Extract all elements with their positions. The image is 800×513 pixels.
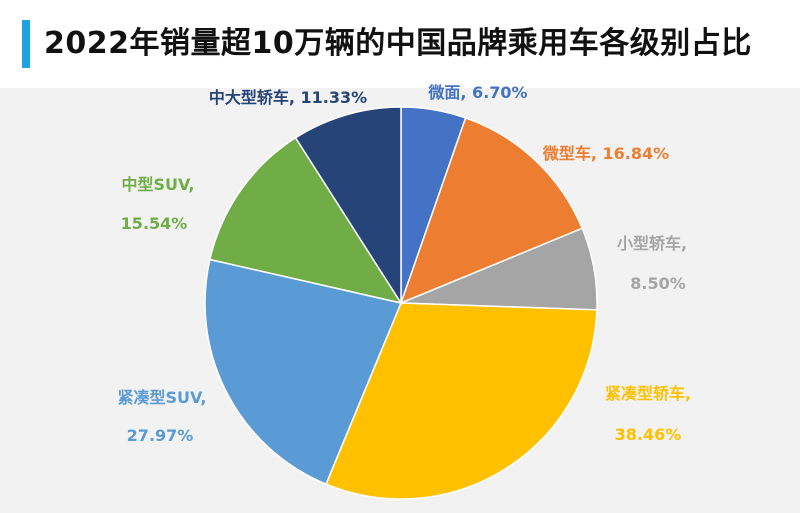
slice-label-name-6: 中型SUV,: [122, 175, 195, 194]
slice-label-value-4: 38.46%: [615, 425, 682, 444]
slice-label-1: 微面, 6.70%: [427, 83, 527, 102]
pie-slice-7: [294, 106, 402, 306]
slice-label-name-5: 紧凑型SUV,: [118, 388, 207, 407]
slice-label-name-4: 紧凑型轿车,: [605, 384, 691, 403]
slice-label-name-3: 小型轿车,: [617, 234, 687, 253]
chart-title: 2022年销量超10万辆的中国品牌乘用车各级别占比: [44, 26, 752, 61]
title-accent-bar: [22, 20, 30, 68]
pie-slice-6: [208, 136, 403, 305]
slice-label-7: 中大型轿车, 11.33%: [209, 88, 367, 107]
slice-label-value-5: 27.97%: [127, 426, 194, 445]
pie-slice-5: [204, 258, 403, 486]
slice-label-2: 微型车, 16.84%: [542, 144, 669, 163]
slice-label-value-3: 8.50%: [630, 274, 686, 293]
pie-slice-4: [325, 302, 598, 500]
pie-slice-2: [399, 116, 584, 305]
slice-label-value-6: 15.54%: [121, 214, 188, 233]
